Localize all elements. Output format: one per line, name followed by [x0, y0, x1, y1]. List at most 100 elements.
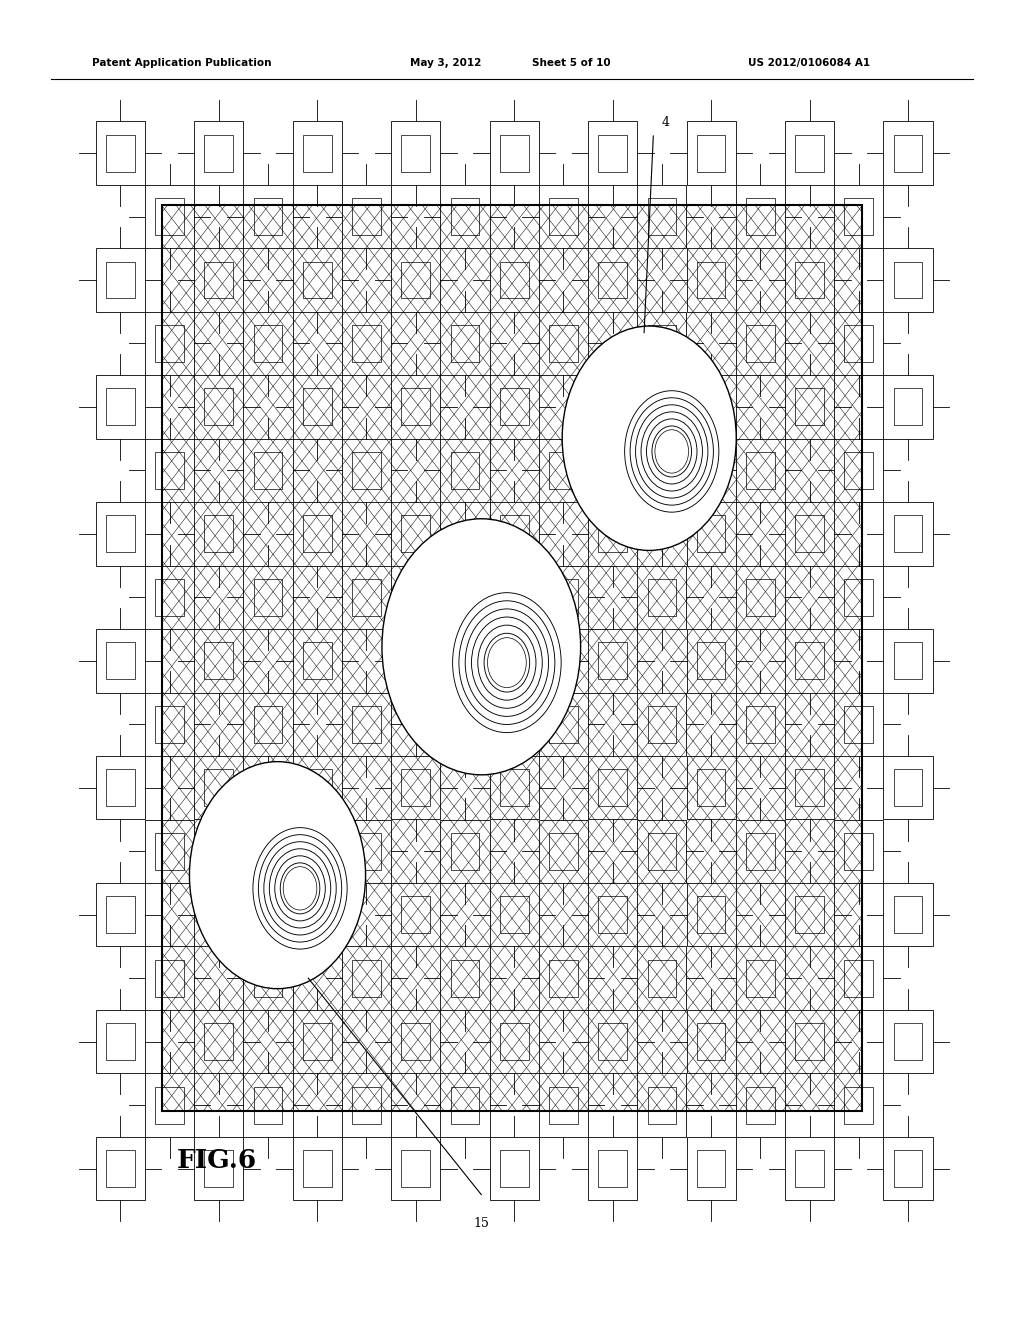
Bar [796, 388, 824, 425]
Bar [401, 1150, 430, 1187]
Bar [205, 261, 233, 298]
Bar [391, 248, 440, 312]
Text: FIG.6: FIG.6 [177, 1148, 257, 1173]
Bar [205, 643, 233, 680]
Bar [391, 630, 440, 693]
Circle shape [284, 867, 316, 909]
Bar [746, 706, 775, 743]
Bar [145, 1073, 195, 1137]
Bar [440, 693, 489, 756]
Bar [205, 135, 233, 172]
Bar [835, 1073, 884, 1137]
Bar [303, 388, 332, 425]
Bar [440, 566, 489, 630]
Bar [549, 960, 578, 997]
Bar [440, 438, 489, 502]
Bar [391, 502, 440, 565]
Bar [746, 325, 775, 362]
Bar [303, 643, 332, 680]
Bar [696, 643, 725, 680]
Bar [736, 185, 785, 248]
Bar [588, 502, 637, 565]
Text: Sheet 5 of 10: Sheet 5 of 10 [532, 58, 611, 69]
Bar [342, 312, 391, 375]
Bar [205, 770, 233, 807]
Bar [637, 820, 686, 883]
Bar [696, 515, 725, 552]
Bar [205, 388, 233, 425]
Bar [894, 896, 923, 933]
Text: 15: 15 [473, 1217, 489, 1230]
Bar [489, 1010, 539, 1073]
Bar [254, 198, 283, 235]
Bar [162, 205, 862, 1111]
Bar [785, 502, 835, 565]
Bar [293, 248, 342, 312]
Bar [785, 630, 835, 693]
Bar [736, 1073, 785, 1137]
Bar [598, 1150, 627, 1187]
Bar [401, 1023, 430, 1060]
Bar [835, 438, 884, 502]
Bar [293, 756, 342, 820]
Bar [894, 770, 923, 807]
Bar [205, 1150, 233, 1187]
Bar [746, 960, 775, 997]
Bar [254, 451, 283, 488]
Bar [696, 1023, 725, 1060]
Bar [254, 960, 283, 997]
Bar [205, 1023, 233, 1060]
Bar [785, 121, 835, 185]
Bar [696, 1150, 725, 1187]
Bar [598, 515, 627, 552]
Bar [105, 388, 134, 425]
Bar [391, 121, 440, 185]
Bar [549, 198, 578, 235]
Bar [736, 312, 785, 375]
Bar [156, 833, 184, 870]
Bar [835, 946, 884, 1010]
Bar [401, 261, 430, 298]
Bar [736, 566, 785, 630]
Bar [549, 451, 578, 488]
Bar [894, 388, 923, 425]
Bar [647, 960, 676, 997]
Bar [785, 883, 835, 946]
Bar [303, 261, 332, 298]
Bar [156, 451, 184, 488]
Bar [195, 1010, 244, 1073]
Bar [696, 770, 725, 807]
Bar [303, 896, 332, 933]
Bar [95, 121, 144, 185]
Bar [746, 833, 775, 870]
Bar [195, 121, 244, 185]
Bar [293, 1010, 342, 1073]
Bar [598, 388, 627, 425]
Bar [500, 261, 528, 298]
Bar [195, 630, 244, 693]
Bar [105, 1023, 134, 1060]
Bar [845, 198, 873, 235]
Bar [884, 121, 933, 185]
Bar [796, 1150, 824, 1187]
Bar [303, 515, 332, 552]
Bar [451, 833, 479, 870]
Bar [205, 896, 233, 933]
Bar [440, 312, 489, 375]
Bar [440, 1073, 489, 1137]
Bar [145, 946, 195, 1010]
Bar [145, 438, 195, 502]
Bar [342, 693, 391, 756]
Bar [451, 451, 479, 488]
Bar [195, 375, 244, 438]
Bar [598, 770, 627, 807]
Bar [489, 121, 539, 185]
Bar [401, 896, 430, 933]
Bar [195, 248, 244, 312]
Bar [647, 325, 676, 362]
Bar [588, 248, 637, 312]
Bar [391, 1137, 440, 1200]
Bar [401, 770, 430, 807]
Bar [440, 946, 489, 1010]
Bar [401, 135, 430, 172]
